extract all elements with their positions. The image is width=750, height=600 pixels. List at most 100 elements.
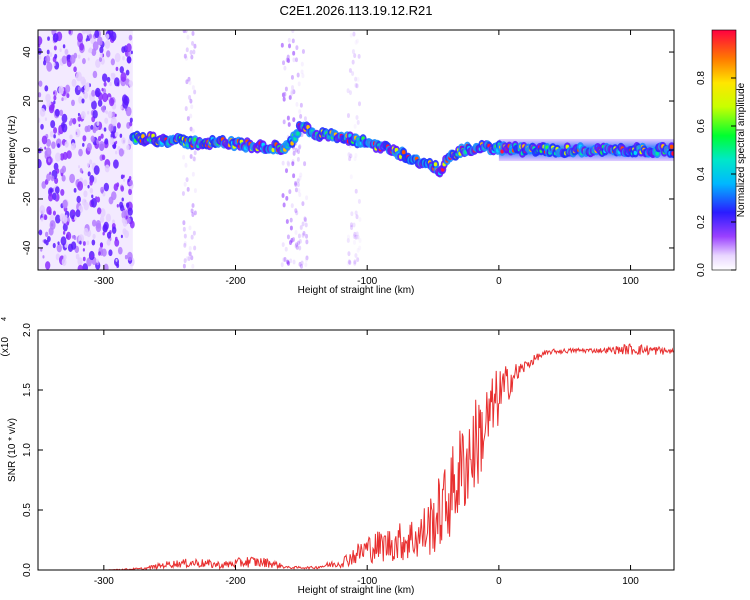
noise-blob xyxy=(70,142,76,151)
noise-blob xyxy=(96,207,102,215)
noise-blob xyxy=(112,143,117,150)
noise-blob xyxy=(53,100,56,105)
noise-blob xyxy=(66,231,72,241)
streak-blob xyxy=(297,233,301,239)
noise-blob xyxy=(84,125,89,133)
streak-blob xyxy=(347,152,351,158)
noise-blob xyxy=(61,122,66,129)
noise-blob xyxy=(59,48,62,53)
streak-blob xyxy=(291,30,295,34)
streak-blob xyxy=(305,255,309,261)
streak-blob xyxy=(302,230,306,236)
streak-blob xyxy=(298,109,302,114)
streak-blob xyxy=(353,53,357,59)
spectrogram-y-ticks: -40 -20 0 20 40 xyxy=(22,46,674,255)
noise-blob xyxy=(106,231,112,239)
streak-blob xyxy=(287,58,291,64)
x-tick-label: -300 xyxy=(94,276,114,287)
noise-blob xyxy=(82,241,86,246)
streak-blob xyxy=(185,47,189,53)
streak-blob xyxy=(358,245,362,251)
noise-blob xyxy=(49,131,54,138)
noise-blob xyxy=(90,135,95,143)
noise-blob xyxy=(53,91,56,95)
streak-blob xyxy=(282,119,286,125)
noise-blob xyxy=(62,44,66,49)
noise-blob xyxy=(90,124,94,130)
noise-blob xyxy=(128,175,132,181)
noise-blob xyxy=(49,220,56,230)
noise-blob xyxy=(110,58,115,66)
streak-blob xyxy=(298,245,302,251)
streak-blob xyxy=(356,247,360,253)
streak-blob xyxy=(294,147,298,153)
streak-blob xyxy=(285,219,289,224)
streak-blob xyxy=(183,241,187,246)
noise-blob xyxy=(46,61,53,72)
noise-blob xyxy=(104,138,109,145)
noise-blob xyxy=(49,52,53,58)
noise-blob xyxy=(114,257,120,267)
streak-blob xyxy=(299,263,303,269)
streak-blob xyxy=(287,37,291,43)
noise-blob xyxy=(113,73,116,78)
noise-blob xyxy=(105,50,111,58)
noise-blob xyxy=(38,148,42,154)
streak-blob xyxy=(190,234,194,240)
noise-blob xyxy=(125,69,130,76)
streak-blob xyxy=(351,49,355,54)
noise-blob xyxy=(60,188,65,196)
noise-blob xyxy=(57,143,60,148)
snr-panel: -300 -200 -100 0 100 0.0 0.5 1.0 1.5 2.0 Height … xyxy=(0,317,675,596)
noise-blob xyxy=(70,241,77,250)
noise-blob xyxy=(63,90,66,95)
noise-blob xyxy=(109,82,112,87)
noise-blob xyxy=(122,56,125,61)
noise-blob xyxy=(44,146,47,150)
noise-blob xyxy=(98,56,103,62)
spectrogram-x-ticks: -300 -200 -100 0 100 xyxy=(94,30,639,287)
noise-blob xyxy=(100,243,104,248)
noise-blob xyxy=(97,36,103,46)
streak-blob xyxy=(301,73,305,79)
noise-blob xyxy=(62,223,68,232)
noise-blob xyxy=(123,95,130,106)
noise-blob xyxy=(112,219,115,225)
noise-blob xyxy=(114,113,117,117)
noise-blob xyxy=(109,97,115,107)
noise-blob xyxy=(101,87,104,92)
noise-blob xyxy=(97,135,102,142)
noise-blob xyxy=(46,173,51,182)
noise-blob xyxy=(83,190,88,198)
streak-blob xyxy=(298,175,302,181)
streak-blob xyxy=(289,217,293,223)
streak-blob xyxy=(355,214,359,220)
noise-blob xyxy=(38,55,42,60)
streak-blob xyxy=(193,210,197,216)
noise-blob xyxy=(105,33,110,40)
streak-blob xyxy=(191,40,195,46)
streak-blob xyxy=(183,181,187,187)
streak-blob xyxy=(289,240,293,245)
noise-blob xyxy=(88,49,91,53)
streak-blob xyxy=(358,238,362,243)
noise-blob xyxy=(61,97,64,102)
noise-blob xyxy=(83,179,88,187)
noise-blob xyxy=(119,201,124,209)
x-tick-label: 0 xyxy=(496,276,502,287)
noise-blob xyxy=(66,92,70,99)
noise-blob xyxy=(127,217,131,224)
noise-blob xyxy=(99,46,104,54)
noise-blob xyxy=(89,187,94,194)
noise-blob xyxy=(53,134,56,139)
colorbar-label: Normalized spectral amplitude xyxy=(736,82,747,217)
streak-blob xyxy=(283,257,287,262)
streak-blob xyxy=(192,49,196,55)
noise-blob xyxy=(76,195,81,204)
y-tick-label: 2.0 xyxy=(22,323,33,337)
streak-blob xyxy=(349,32,353,38)
noise-blob xyxy=(101,127,104,131)
streak-blob xyxy=(358,101,362,107)
noise-blob xyxy=(114,52,121,63)
signal-core xyxy=(271,147,276,153)
